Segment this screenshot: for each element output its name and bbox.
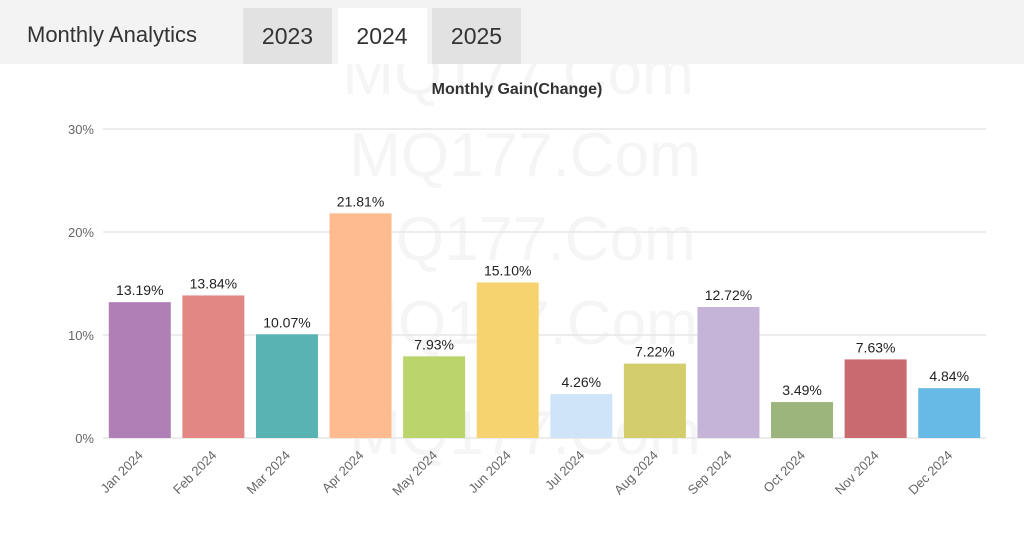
x-tick-label: Nov 2024	[832, 448, 882, 498]
value-label: 21.81%	[337, 193, 384, 209]
x-tick-label: Feb 2024	[170, 448, 219, 497]
y-tick-label: 10%	[68, 328, 94, 343]
bar	[476, 282, 539, 438]
bar	[550, 394, 613, 438]
x-tick-label: Mar 2024	[244, 448, 293, 497]
x-tick-label: Dec 2024	[905, 448, 955, 498]
value-label: 4.26%	[561, 374, 601, 390]
x-tick-label: Jan 2024	[97, 448, 145, 496]
year-tab[interactable]: 2023	[243, 8, 332, 64]
value-label: 7.93%	[414, 336, 454, 352]
value-label: 15.10%	[484, 262, 531, 278]
value-label: 12.72%	[705, 287, 752, 303]
bar	[182, 295, 245, 438]
x-tick-label: Oct 2024	[760, 448, 808, 496]
watermark: MQ177.Com	[344, 205, 695, 274]
bar	[623, 363, 686, 438]
value-label: 7.22%	[635, 344, 675, 360]
chart-title: Monthly Gain(Change)	[432, 81, 603, 98]
value-label: 10.07%	[263, 314, 310, 330]
y-tick-label: 30%	[68, 122, 94, 137]
y-tick-label: 0%	[75, 431, 94, 446]
bar	[255, 334, 318, 438]
value-label: 3.49%	[782, 382, 822, 398]
value-label: 4.84%	[929, 368, 969, 384]
bar	[108, 302, 171, 438]
year-tab[interactable]: 2024	[337, 8, 427, 64]
bar	[697, 306, 760, 438]
bar	[844, 359, 907, 438]
header-title: Monthly Analytics	[27, 22, 197, 47]
value-label: 13.19%	[116, 282, 163, 298]
bar	[918, 388, 981, 438]
value-label: 13.84%	[190, 275, 237, 291]
x-tick-label: Apr 2024	[319, 448, 367, 496]
bar	[771, 402, 834, 438]
year-tab[interactable]: 2025	[432, 8, 521, 64]
header: Monthly Analytics 2023 2024 2025	[0, 0, 1024, 64]
watermark: MQ177.Com	[349, 121, 700, 190]
watermark: MQ177.Com	[342, 64, 693, 108]
value-label: 7.63%	[856, 339, 896, 355]
bar	[403, 356, 466, 438]
y-tick-label: 20%	[68, 225, 94, 240]
bar	[329, 213, 392, 438]
chart: MQ177.ComMQ177.ComMQ177.ComMQ177.ComMQ17…	[68, 64, 986, 498]
